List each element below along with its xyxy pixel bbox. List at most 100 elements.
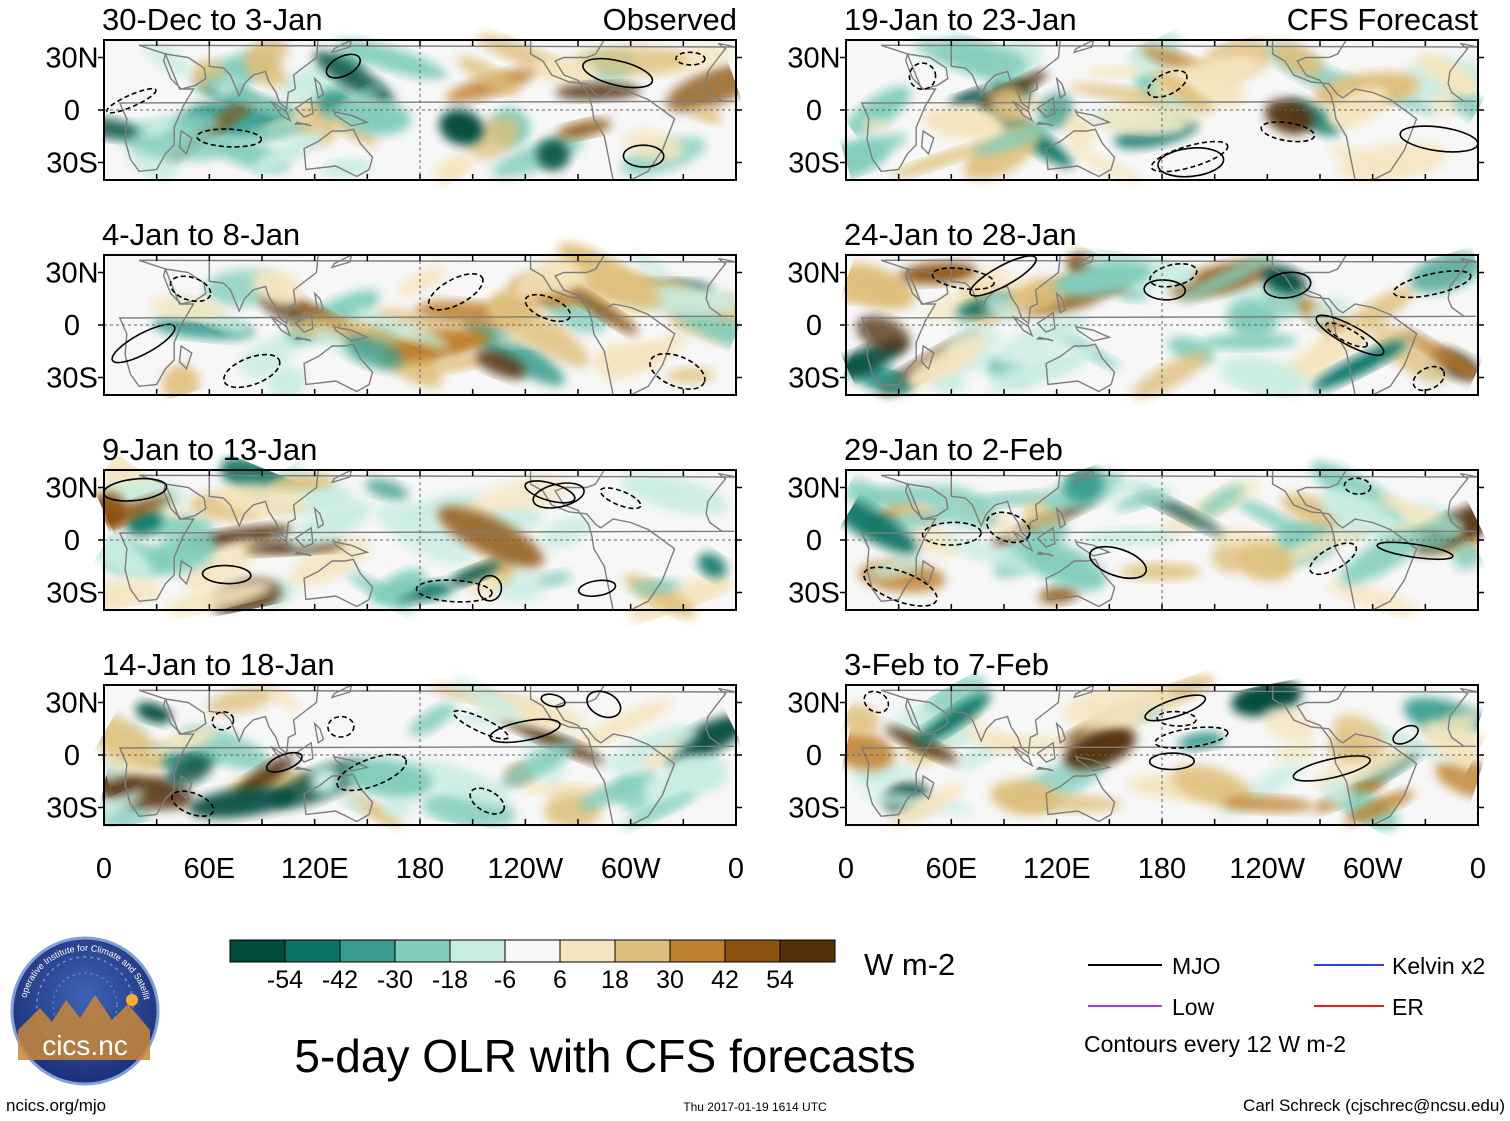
observed-label: Observed xyxy=(603,2,737,37)
olr-anomaly-blob xyxy=(450,562,501,586)
mjo-contour-positive xyxy=(1309,542,1358,576)
olr-anomaly-blob xyxy=(844,479,884,510)
olr-anomaly-blob xyxy=(914,693,991,746)
mjo-contour-negative xyxy=(577,579,617,598)
olr-anomaly-blob xyxy=(1226,298,1279,339)
mjo-contour-positive xyxy=(908,62,937,91)
coastline xyxy=(920,129,935,156)
coastline xyxy=(1012,100,1034,123)
x-tick-label: 0 xyxy=(1470,853,1486,885)
mjo-contour-positive xyxy=(1149,262,1198,288)
mjo-contour-negative xyxy=(1315,314,1385,357)
mjo-contour-negative xyxy=(1376,541,1454,561)
y-tick-label: 0 xyxy=(806,525,822,557)
mjo-contour-negative xyxy=(1157,147,1225,178)
coastline xyxy=(950,470,1061,540)
mjo-contour-negative xyxy=(1292,755,1371,782)
y-tick-label: 0 xyxy=(64,95,80,127)
olr-anomaly-blob xyxy=(457,56,520,96)
olr-anomaly-blob xyxy=(1118,287,1148,302)
coastline xyxy=(1035,121,1054,127)
coastline xyxy=(1036,741,1056,763)
x-tick-label: 0 xyxy=(96,853,112,885)
olr-anomaly-blob xyxy=(1444,710,1482,730)
mjo-contour-positive xyxy=(336,753,408,792)
olr-anomaly-blob xyxy=(606,725,699,773)
olr-anomaly-blob xyxy=(1064,726,1136,770)
coastline xyxy=(1055,506,1067,529)
logo-text: cics.nc xyxy=(42,1030,128,1061)
olr-anomaly-blob xyxy=(188,786,297,819)
y-tick-label: 30S xyxy=(788,793,840,825)
olr-anomaly-blob xyxy=(344,335,404,370)
coastline xyxy=(920,774,935,801)
olr-anomaly-blob xyxy=(990,779,1060,815)
legend-label-low: Low xyxy=(1172,994,1215,1020)
mjo-contour-negative xyxy=(1144,694,1207,722)
x-tick-label: 0 xyxy=(838,853,854,885)
olr-anomaly-blob xyxy=(371,569,426,605)
panel-1: 30N 0 30S 30-Dec to 3-Jan xyxy=(45,2,760,184)
coastline xyxy=(904,53,949,90)
coastline xyxy=(1012,745,1034,768)
olr-anomaly-blob xyxy=(622,345,655,361)
olr-anomaly-blob xyxy=(571,46,689,75)
mjo-contour-positive xyxy=(1260,121,1316,143)
olr-anomaly-blob xyxy=(669,754,728,791)
mjo-contour-negative xyxy=(1263,271,1312,299)
olr-anomaly-blob xyxy=(904,336,987,388)
mjo-contour-negative xyxy=(265,751,303,773)
colorbar-swatch xyxy=(559,939,616,963)
mjo-contour-negative xyxy=(1143,279,1187,301)
legend-label-kelvin: Kelvin x2 xyxy=(1392,953,1485,979)
mjo-contour-negative xyxy=(1148,752,1195,771)
olr-anomaly-blob xyxy=(1416,514,1463,553)
colorbar-tick-label: -18 xyxy=(432,966,468,994)
olr-anomaly-blob xyxy=(974,124,1049,155)
colorbar-swatch xyxy=(779,939,836,963)
colorbar-swatch xyxy=(614,939,671,963)
olr-anomaly-blob xyxy=(1201,333,1298,350)
olr-anomaly-blob xyxy=(1069,83,1170,103)
x-tick-label: 180 xyxy=(396,853,444,885)
olr-anomaly-blob xyxy=(1062,683,1175,727)
y-tick-label: 0 xyxy=(806,310,822,342)
panel-7: 30N 0 30S 29-Jan to 2-Feb xyxy=(787,432,1510,617)
mjo-contour-negative xyxy=(1392,724,1419,745)
olr-anomaly-blob xyxy=(1197,484,1244,518)
colorbar-tick-label: -6 xyxy=(494,966,516,994)
olr-anomaly-blob xyxy=(623,130,685,162)
mjo-contour-negative xyxy=(622,144,665,168)
olr-anomaly-blob xyxy=(632,579,682,595)
olr-anomaly-blob xyxy=(251,37,289,64)
olr-anomaly-blob xyxy=(1219,356,1308,398)
olr-anomaly-blob xyxy=(409,703,456,736)
coastline xyxy=(1012,530,1034,553)
y-tick-label: 30S xyxy=(788,363,840,395)
x-tick-label: 180 xyxy=(1138,853,1186,885)
legend: MJO Kelvin x2 Low ER Contours every 12 W… xyxy=(1084,953,1485,1057)
olr-anomaly-blob xyxy=(288,500,372,549)
olr-anomaly-blob xyxy=(475,349,527,379)
x-tick-label: 120E xyxy=(1023,853,1091,885)
olr-anomaly-blob xyxy=(271,475,336,491)
y-tick-label: 30N xyxy=(45,688,98,720)
mjo-contour-negative xyxy=(489,718,561,744)
coastline xyxy=(1072,685,1095,699)
olr-anomaly-blob xyxy=(145,44,193,77)
colorbar-tick-label: 6 xyxy=(553,966,567,994)
mjo-contour-positive xyxy=(1392,270,1472,299)
olr-anomaly-blob xyxy=(1343,790,1414,825)
mjo-contour-positive xyxy=(415,579,493,603)
coastline xyxy=(1045,128,1116,178)
olr-anomaly-blob xyxy=(1263,706,1315,745)
mjo-contour-positive xyxy=(931,267,995,291)
coastline xyxy=(860,472,1478,603)
olr-anomaly-blob xyxy=(310,765,340,796)
coastline xyxy=(1012,315,1034,338)
coastline xyxy=(270,315,292,338)
footer-timestamp: Thu 2017-01-19 1614 UTC xyxy=(683,1100,827,1114)
colorbar-swatch xyxy=(394,939,451,963)
mjo-contour-positive xyxy=(469,787,506,815)
mjo-contour-negative xyxy=(477,574,503,602)
